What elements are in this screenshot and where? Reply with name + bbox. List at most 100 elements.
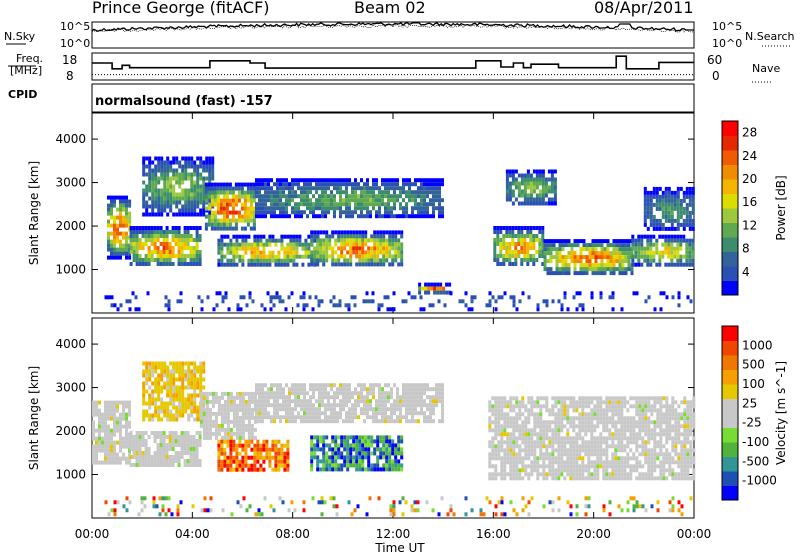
p0-cell	[274, 238, 278, 243]
p0-cell	[352, 242, 356, 247]
p0-cell	[315, 198, 318, 203]
p0-cell	[148, 156, 152, 161]
p0-cell	[429, 186, 432, 191]
p1-cell	[297, 395, 300, 400]
p1-cell	[373, 439, 377, 444]
p0-cell	[658, 258, 662, 263]
p0-cell	[381, 198, 384, 203]
p0-cell	[190, 192, 194, 197]
p0-cell	[228, 222, 232, 227]
p1-cell	[381, 399, 384, 404]
p0-cell	[286, 254, 290, 259]
p0-cell	[508, 242, 512, 246]
p0-cell	[166, 168, 170, 173]
p0-cell	[511, 226, 515, 230]
p0-cell	[187, 204, 191, 209]
p1-cell	[264, 383, 267, 388]
p1-cell	[385, 443, 389, 448]
p0-cell	[640, 262, 644, 267]
p1-cell	[151, 401, 155, 406]
p1-cell	[321, 383, 324, 388]
p1-cell	[274, 443, 278, 448]
p1-cell	[378, 403, 381, 408]
p1-cell	[352, 455, 356, 460]
p0-cell	[591, 251, 595, 256]
p0-cell	[428, 303, 432, 308]
p1-cell	[512, 408, 516, 413]
p0-cell	[261, 198, 264, 203]
p0-cell	[238, 258, 242, 263]
p1-cell	[372, 395, 375, 400]
p1-cell	[172, 413, 176, 418]
p1-cell	[312, 387, 315, 392]
p0-cell	[549, 243, 553, 248]
p1-cell	[142, 389, 146, 394]
p0-cell	[328, 234, 332, 239]
p1-cell	[569, 404, 573, 409]
p0-cell	[508, 181, 512, 186]
p0-cell	[670, 194, 674, 199]
p1-cell	[536, 440, 540, 445]
p1-cell	[226, 419, 230, 424]
p0-cell	[160, 156, 164, 161]
p0-cell	[222, 218, 226, 223]
p0-cell	[426, 202, 429, 207]
p0-cell	[187, 188, 191, 193]
p1-cell	[376, 435, 380, 440]
p0-cell	[336, 186, 339, 191]
p1-cell	[166, 365, 170, 370]
p0-cell	[358, 238, 362, 243]
p0-cell	[253, 254, 257, 259]
p1-cell	[163, 369, 167, 374]
p0-cell	[502, 262, 506, 266]
p1-cell	[364, 451, 368, 456]
p0-cell	[550, 197, 554, 202]
p0-cell	[169, 160, 173, 165]
p1-cell	[330, 403, 333, 408]
p1-cell	[132, 455, 136, 459]
p1-cell	[530, 396, 534, 401]
p1-cell	[379, 467, 383, 472]
p0-cell	[318, 198, 321, 203]
p1-cell	[187, 377, 191, 382]
p0-cell	[393, 186, 396, 191]
p0-cell	[333, 194, 336, 199]
p1-cell	[360, 411, 363, 416]
p1-cell	[333, 419, 336, 424]
p0-cell	[426, 206, 429, 211]
p1-cell	[400, 447, 404, 452]
p0-cell	[132, 230, 136, 234]
p1-cell	[316, 463, 320, 468]
p0-cell	[553, 181, 557, 186]
p0-cell	[606, 263, 610, 268]
p0-cell	[307, 254, 311, 259]
p0-cell	[137, 307, 141, 312]
p0-cell	[319, 238, 323, 243]
p0-cell	[354, 186, 357, 191]
p0-cell	[667, 194, 671, 199]
p0-cell	[381, 182, 384, 187]
p0-cell	[532, 177, 536, 182]
p0-cell	[670, 206, 674, 211]
p0-cell	[268, 254, 272, 259]
p0-cell	[667, 186, 671, 191]
p0-cell	[247, 258, 251, 263]
p0-cell	[688, 262, 692, 267]
p1-cell	[328, 443, 332, 448]
p1-cell	[208, 431, 212, 436]
p1-cell	[512, 432, 516, 437]
p1-cell	[119, 412, 122, 417]
p1-cell	[168, 459, 172, 463]
p1-cell	[306, 399, 309, 404]
p0-cell	[538, 242, 542, 246]
p0-cell	[679, 254, 683, 259]
p1-cell	[98, 436, 101, 441]
p0-cell	[378, 206, 381, 211]
p1-cell	[497, 440, 501, 445]
p1-cell	[101, 460, 104, 465]
p0-cell	[229, 242, 233, 247]
p0-cell	[204, 222, 208, 227]
p0-cell	[555, 239, 559, 244]
p0-cell	[145, 156, 149, 161]
p1-cell	[288, 403, 291, 408]
